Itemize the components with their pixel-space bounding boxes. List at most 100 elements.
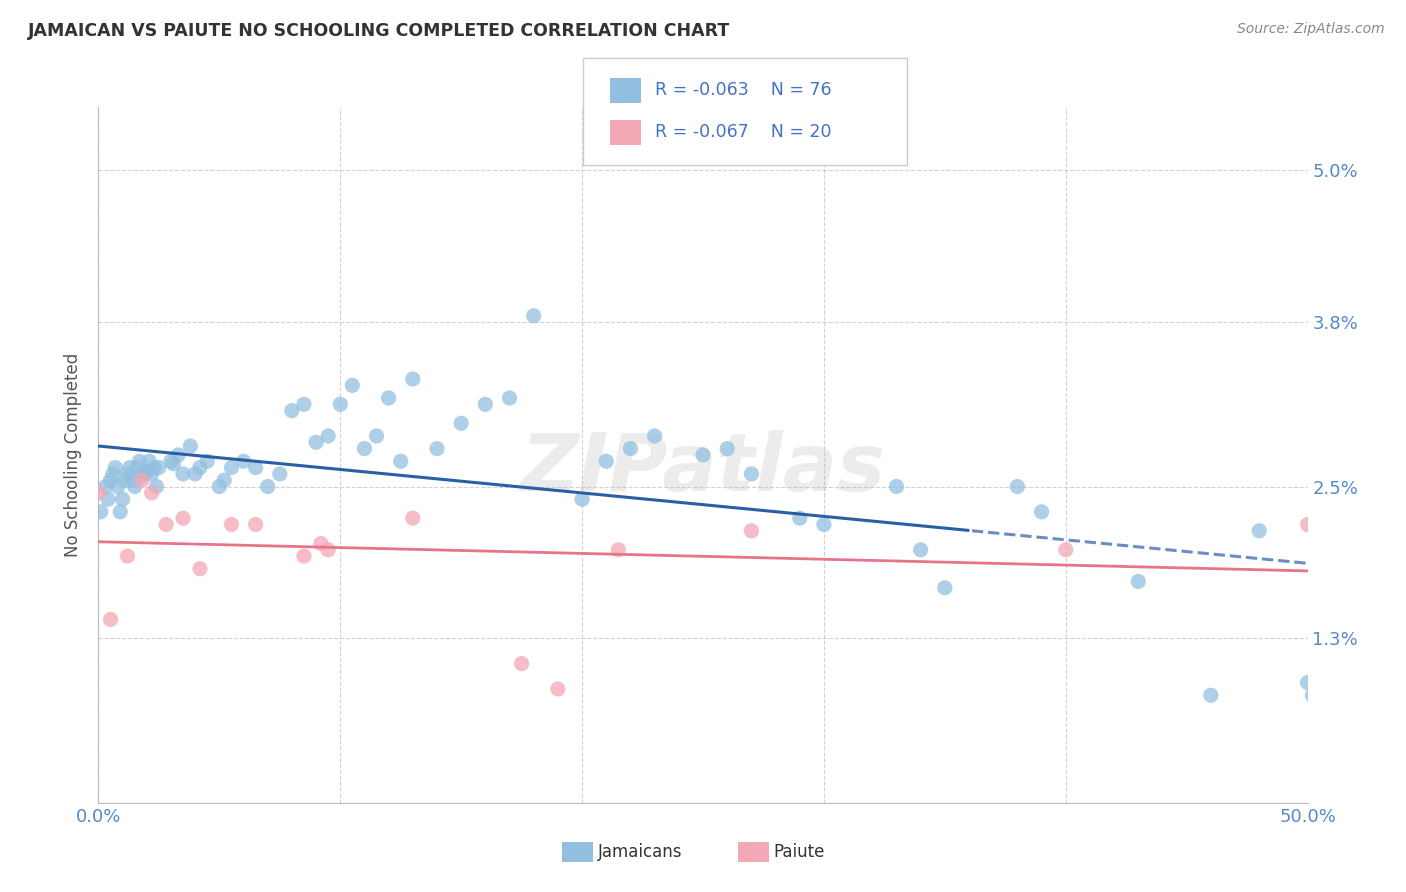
Point — [167, 448, 190, 462]
Point — [141, 467, 163, 481]
Point — [740, 467, 762, 481]
Point — [128, 454, 150, 468]
Point — [389, 454, 412, 468]
Point — [100, 473, 122, 487]
Point — [1054, 542, 1077, 557]
Point — [148, 460, 170, 475]
Point — [131, 473, 153, 487]
Point — [188, 562, 211, 576]
Point — [305, 435, 328, 450]
Point — [94, 479, 117, 493]
Point — [740, 524, 762, 538]
Point — [117, 467, 139, 481]
Point — [90, 505, 112, 519]
Point — [179, 439, 201, 453]
Point — [595, 454, 617, 468]
Point — [208, 479, 231, 493]
Point — [886, 479, 908, 493]
Point — [101, 467, 124, 481]
Point — [607, 542, 630, 557]
Point — [134, 467, 156, 481]
Point — [1199, 688, 1222, 702]
Point — [97, 492, 120, 507]
Point — [118, 460, 141, 475]
Point — [789, 511, 811, 525]
Point — [910, 542, 932, 557]
Point — [309, 536, 332, 550]
Point — [510, 657, 533, 671]
Point — [145, 479, 167, 493]
Point — [716, 442, 738, 456]
Point — [426, 442, 449, 456]
Point — [1296, 517, 1319, 532]
Point — [127, 460, 149, 475]
Point — [232, 454, 254, 468]
Point — [124, 479, 146, 493]
Point — [813, 517, 835, 532]
Point — [212, 473, 235, 487]
Point — [316, 429, 339, 443]
Point — [934, 581, 956, 595]
Point — [353, 442, 375, 456]
Point — [160, 454, 183, 468]
Text: Source: ZipAtlas.com: Source: ZipAtlas.com — [1237, 22, 1385, 37]
Point — [292, 549, 315, 563]
Point — [402, 511, 425, 525]
Point — [1128, 574, 1150, 589]
Point — [1301, 688, 1323, 702]
Point — [155, 517, 177, 532]
Point — [571, 492, 593, 507]
Point — [1031, 505, 1053, 519]
Point — [108, 505, 131, 519]
Point — [184, 467, 207, 481]
Point — [138, 454, 160, 468]
Point — [281, 403, 304, 417]
Point — [474, 397, 496, 411]
Point — [107, 479, 129, 493]
Point — [221, 460, 243, 475]
Point — [523, 309, 546, 323]
Point — [644, 429, 666, 443]
Point — [111, 492, 134, 507]
Point — [245, 460, 267, 475]
Text: R = -0.067    N = 20: R = -0.067 N = 20 — [655, 123, 832, 141]
Point — [450, 417, 472, 431]
Point — [377, 391, 399, 405]
Point — [366, 429, 388, 443]
Text: JAMAICAN VS PAIUTE NO SCHOOLING COMPLETED CORRELATION CHART: JAMAICAN VS PAIUTE NO SCHOOLING COMPLETE… — [28, 22, 730, 40]
Point — [245, 517, 267, 532]
Y-axis label: No Schooling Completed: No Schooling Completed — [65, 353, 83, 557]
Point — [135, 464, 157, 478]
Text: Jamaicans: Jamaicans — [598, 843, 682, 861]
Text: R = -0.063    N = 76: R = -0.063 N = 76 — [655, 81, 832, 99]
Point — [141, 486, 163, 500]
Point — [104, 460, 127, 475]
Point — [121, 473, 143, 487]
Point — [316, 542, 339, 557]
Point — [547, 681, 569, 696]
Point — [172, 511, 194, 525]
Point — [87, 486, 110, 500]
Point — [221, 517, 243, 532]
Point — [1249, 524, 1271, 538]
Point — [402, 372, 425, 386]
Point — [162, 457, 184, 471]
Point — [269, 467, 291, 481]
Point — [100, 612, 122, 626]
Point — [256, 479, 278, 493]
Point — [498, 391, 520, 405]
Point — [619, 442, 641, 456]
Point — [1007, 479, 1029, 493]
Point — [143, 460, 166, 475]
Point — [692, 448, 714, 462]
Point — [131, 469, 153, 483]
Point — [188, 460, 211, 475]
Point — [342, 378, 364, 392]
Point — [195, 454, 218, 468]
Point — [329, 397, 352, 411]
Point — [1296, 675, 1319, 690]
Point — [114, 473, 136, 487]
Point — [117, 549, 139, 563]
Point — [292, 397, 315, 411]
Text: Paiute: Paiute — [773, 843, 825, 861]
